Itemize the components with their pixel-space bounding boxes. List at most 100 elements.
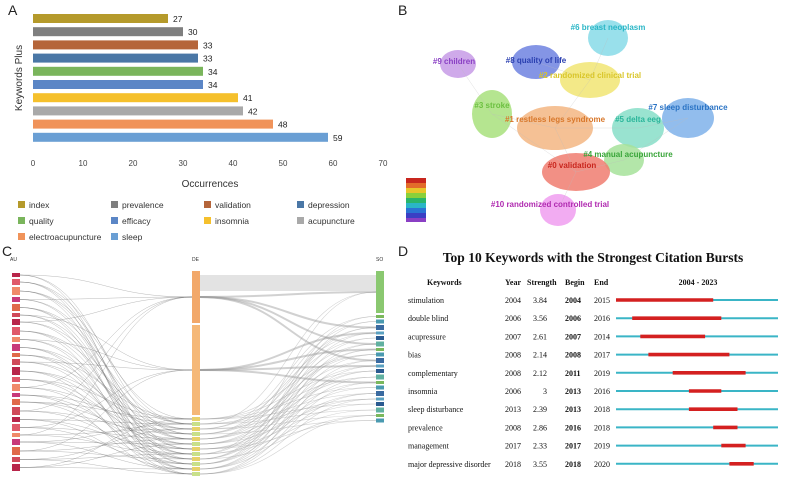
sankey-node-so [376,341,384,347]
sankey-link [199,387,377,420]
cluster-label: #8 quality of life [506,56,567,65]
sankey-node-au [12,313,20,317]
sankey-link [19,394,193,475]
burst-cell-strength: 3 [543,387,547,396]
sankey-link [19,450,193,460]
cluster-label: #10 randomized controlled trial [491,200,609,209]
sankey-node-au [12,447,20,455]
legend-swatch-prevalence [111,201,118,208]
sankey-link [19,296,193,323]
burst-cell-keyword: acupressure [408,332,446,341]
sankey-node-so [376,381,384,384]
sankey-link [19,394,193,450]
sankey-node-so [376,352,384,357]
bar-prevalence [33,27,183,37]
sankey-link [199,343,377,440]
burst-cell-begin: 2004 [565,296,581,305]
sankey-link [199,321,377,435]
bar-value-label: 33 [203,40,213,50]
chart-b-cluster-map: #6 breast neoplasm #9 children #8 quality … [406,20,728,226]
sankey-col-au: AU [10,257,17,263]
burst-cell-strength: 2.39 [533,405,547,414]
burst-cell-year: 2018 [505,460,521,469]
sankey-node-de [192,432,200,436]
burst-cell-end: 2018 [594,405,610,414]
burst-cell-strength: 2.33 [533,442,547,451]
sankey-link [199,376,377,440]
x-tick-label: 50 [279,159,288,168]
sankey-link [199,382,377,445]
sankey-node-au [12,407,20,415]
sankey-link [19,296,193,436]
sankey-link [19,296,193,412]
sankey-link [19,467,193,470]
sankey-link [199,398,377,445]
sankey-node-so [376,407,384,413]
burst-cell-end: 2015 [594,296,610,305]
sankey-node-au [12,433,20,437]
sankey-node-au [12,399,20,405]
sankey-node-so [376,348,384,351]
sankey-node-au [12,439,20,445]
sankey-link [19,347,193,430]
sankey-link [19,419,193,450]
chart-a-keywords-plus: Keywords Plus 27 30 33 33 34 34 41 42 48 59 0 10 20… [14,14,388,242]
sankey-node-au [12,464,20,471]
burst-cell-year: 2006 [505,387,521,396]
sankey-link [19,419,193,425]
sankey-link [19,370,193,450]
sankey-link [199,291,377,455]
burst-cell-year: 2008 [505,423,521,432]
sankey-link [199,376,377,470]
x-tick-label: 70 [379,159,388,168]
cluster-label: #2 randomized clinical trial [539,71,641,80]
legend-label-sleep: sleep [122,232,143,242]
sankey-link [19,347,193,455]
sankey-link [19,379,193,445]
sankey-link [199,321,377,465]
burst-cell-keyword: stimulation [408,296,444,305]
sankey-col-de: DE [192,257,200,263]
chart-a-ylabel: Keywords Plus [14,45,25,111]
sankey-link [199,332,377,460]
legend-label-depression: depression [308,200,350,210]
sankey-link [19,339,193,440]
sankey-link [19,290,193,420]
sankey-node-de [192,457,200,461]
legend-swatch-validation [204,201,211,208]
burst-cell-year: 2013 [505,405,521,414]
sankey-node-de [192,442,200,446]
legend-swatch-efficacy [111,217,118,224]
sankey-link [19,428,193,460]
sankey-node-au [12,287,20,295]
sankey-link [19,354,193,420]
sankey-link [19,369,193,428]
sankey-link [199,393,377,455]
chart-c-sankey: AU DE SO [10,257,384,476]
cluster-label: #6 breast neoplasm [571,23,646,32]
bar-value-label: 41 [243,93,253,103]
sankey-link [199,415,377,460]
sankey-link [199,332,377,430]
sankey-link [19,459,193,475]
sankey-link [199,393,377,425]
sankey-link [199,403,377,420]
x-tick-label: 60 [329,159,338,168]
sankey-node-de [192,325,200,415]
header-year: Year [505,278,521,287]
chart-a-xlabel: Occurrences [182,179,239,190]
x-tick-label: 30 [179,159,188,168]
sankey-node-au [12,353,20,357]
burst-cell-begin: 2011 [565,369,581,378]
burst-cell-strength: 3.56 [533,314,547,323]
burst-cell-end: 2020 [594,460,610,469]
sankey-node-de [192,417,200,421]
bar-sleep [33,132,328,142]
burst-cell-end: 2019 [594,442,610,451]
sankey-link [19,330,193,425]
legend-swatch-insomnia [204,217,211,224]
sankey-node-de [192,437,200,441]
sankey-link [199,349,377,460]
burst-cell-keyword: prevalence [408,423,443,432]
sankey-node-so [376,374,384,380]
